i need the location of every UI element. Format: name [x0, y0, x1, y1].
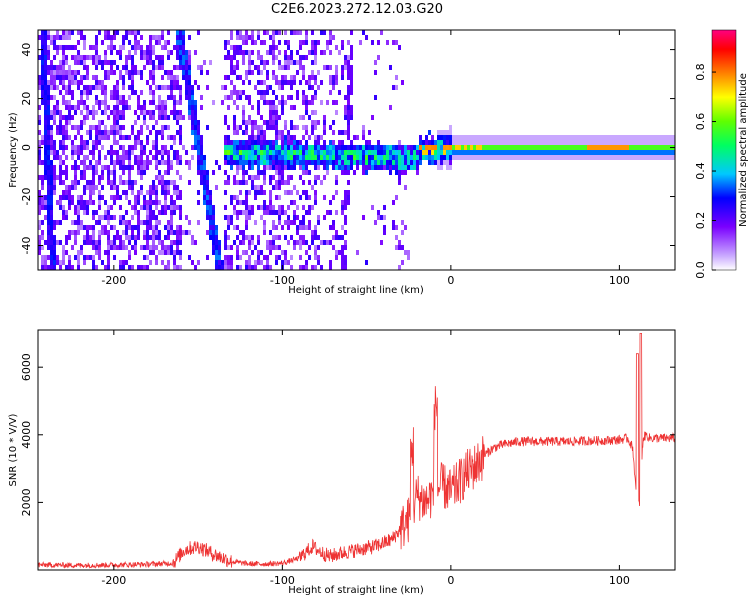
snr-xtick-label: -100 — [270, 574, 295, 587]
heatmap-xtick-label: -100 — [270, 274, 295, 287]
heatmap-xtick-label: 0 — [447, 274, 454, 287]
colorbar-tick-label: 0.4 — [694, 162, 707, 180]
colorbar-tick-label: 0.0 — [694, 261, 707, 279]
snr-xtick-label: 100 — [609, 574, 630, 587]
heatmap-ytick-label: 20 — [20, 92, 33, 106]
heatmap-xlabel: Height of straight line (km) — [288, 285, 424, 296]
snr-xlabel: Height of straight line (km) — [288, 585, 424, 596]
heatmap-xtick-label: -200 — [101, 274, 126, 287]
colorbar-tick-label: 0.2 — [694, 212, 707, 230]
colorbar-frame — [711, 29, 737, 271]
colorbar-tick-label: 0.6 — [694, 113, 707, 130]
snr-series-line — [38, 333, 675, 570]
heatmap-ytick-label: 0 — [20, 144, 33, 151]
snr-frame — [37, 329, 676, 571]
heatmap-ytick-label: -20 — [20, 188, 33, 206]
snr-ytick-label: 6000 — [20, 353, 33, 381]
snr-xtick-label: -200 — [101, 574, 126, 587]
heatmap-cells — [38, 30, 675, 270]
snr-ytick-label: 4000 — [20, 421, 33, 449]
heatmap-ytick-label: -40 — [20, 237, 33, 255]
colorbar-tick-label: 0.8 — [694, 63, 707, 81]
colorbar-ticks: 0.0 0.2 0.4 0.6 0.8 — [694, 63, 716, 279]
heatmap-frame — [37, 29, 676, 271]
heatmap-ylabel: Frequency (Hz) — [8, 112, 19, 188]
chart-title: C2E6.2023.272.12.03.G20 — [270, 2, 444, 17]
snr-ylabel: SNR (10 * V/V) — [8, 413, 19, 486]
snr-xtick-label: 0 — [447, 574, 454, 587]
snr-ytick-label: 2000 — [20, 488, 33, 516]
snr-ticks: -200 -100 0 100 2000 4000 6000 — [20, 330, 675, 587]
colorbar-label: Normalized spectral amplitude — [738, 73, 749, 227]
heatmap-ytick-label: 40 — [20, 43, 33, 57]
colorbar — [712, 30, 736, 270]
heatmap-xtick-label: 100 — [609, 274, 630, 287]
